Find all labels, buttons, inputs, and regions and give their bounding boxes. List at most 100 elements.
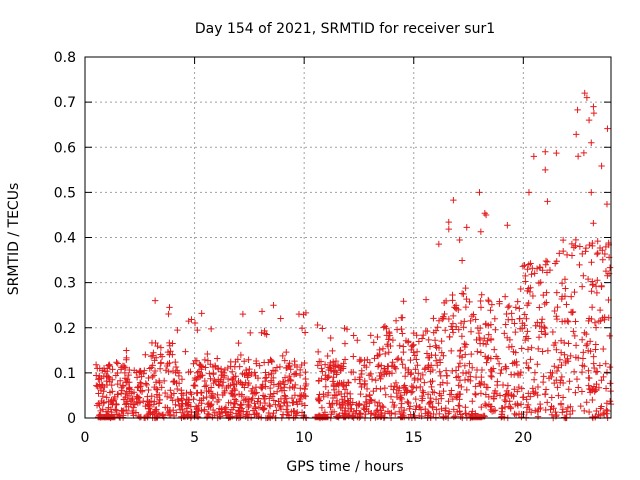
data-point	[198, 310, 205, 317]
data-point	[439, 315, 446, 323]
data-point	[459, 369, 467, 377]
data-point	[400, 298, 407, 305]
data-point	[121, 401, 129, 408]
data-point	[466, 360, 473, 367]
data-point	[487, 372, 495, 380]
data-point	[338, 390, 345, 398]
data-point	[245, 369, 253, 376]
data-point	[151, 367, 159, 375]
data-point	[508, 310, 515, 317]
data-point	[421, 364, 429, 372]
data-point	[206, 388, 214, 395]
data-point	[453, 374, 460, 381]
data-point	[183, 408, 191, 415]
data-point	[481, 353, 489, 360]
data-point	[517, 285, 524, 293]
data-point	[590, 383, 598, 390]
data-point	[540, 323, 548, 331]
data-point	[564, 357, 572, 365]
data-point	[333, 391, 341, 399]
data-point	[557, 349, 565, 356]
data-point	[219, 371, 226, 379]
data-point	[242, 379, 249, 386]
data-point	[125, 385, 133, 392]
data-point	[377, 369, 385, 376]
data-point	[523, 315, 530, 322]
data-point	[477, 381, 484, 389]
data-point	[564, 404, 572, 411]
data-point	[293, 398, 300, 405]
data-point	[285, 362, 292, 369]
data-point	[591, 319, 599, 326]
data-point	[538, 328, 545, 335]
data-point	[251, 400, 258, 407]
data-point	[214, 391, 221, 399]
data-point	[450, 196, 457, 204]
data-point	[498, 405, 505, 412]
data-point	[227, 358, 234, 366]
data-point	[448, 347, 455, 355]
data-point	[172, 401, 179, 408]
data-point	[524, 328, 531, 335]
data-point	[460, 324, 467, 331]
data-point	[235, 339, 242, 347]
data-point	[364, 356, 371, 363]
data-point	[527, 284, 534, 291]
data-point	[436, 390, 443, 397]
data-point	[276, 380, 284, 387]
data-point	[174, 396, 181, 403]
data-point	[330, 408, 338, 415]
data-point	[468, 350, 475, 358]
data-point	[591, 364, 598, 372]
data-point	[367, 332, 374, 339]
data-point	[167, 348, 174, 355]
data-point	[272, 401, 279, 408]
data-point	[422, 296, 430, 303]
data-point	[266, 401, 273, 409]
data-point	[438, 349, 445, 356]
data-point	[370, 387, 377, 395]
data-point	[97, 386, 105, 394]
data-point	[514, 388, 521, 395]
data-point	[368, 376, 376, 383]
data-point	[566, 410, 574, 418]
data-point	[381, 384, 389, 392]
data-point	[207, 325, 215, 333]
data-point	[188, 391, 195, 398]
data-point	[191, 374, 199, 382]
data-point	[358, 383, 365, 391]
data-point	[318, 365, 325, 372]
data-point	[224, 364, 232, 372]
data-point	[454, 391, 462, 398]
data-point	[529, 265, 536, 272]
data-point	[391, 383, 398, 390]
data-point	[105, 374, 113, 382]
data-point	[561, 276, 569, 283]
data-point	[142, 380, 149, 387]
data-point	[387, 393, 395, 400]
data-point	[112, 372, 120, 379]
data-point	[277, 315, 284, 322]
data-point	[185, 317, 192, 325]
data-point	[263, 331, 270, 338]
data-point	[457, 319, 465, 327]
data-point	[350, 408, 357, 415]
data-point	[511, 410, 518, 418]
data-point	[542, 257, 550, 265]
data-point	[314, 348, 322, 356]
data-point	[169, 397, 176, 404]
data-point	[198, 389, 205, 397]
data-point	[147, 353, 155, 360]
data-point	[537, 404, 544, 412]
data-point	[120, 412, 127, 419]
y-tick-label: 0.5	[54, 185, 76, 201]
data-point	[456, 360, 464, 367]
data-point	[342, 413, 349, 421]
data-point	[589, 396, 596, 404]
data-point	[540, 291, 547, 299]
data-point	[166, 339, 173, 347]
data-point	[389, 399, 396, 406]
data-point	[463, 224, 470, 231]
data-point	[172, 363, 180, 371]
